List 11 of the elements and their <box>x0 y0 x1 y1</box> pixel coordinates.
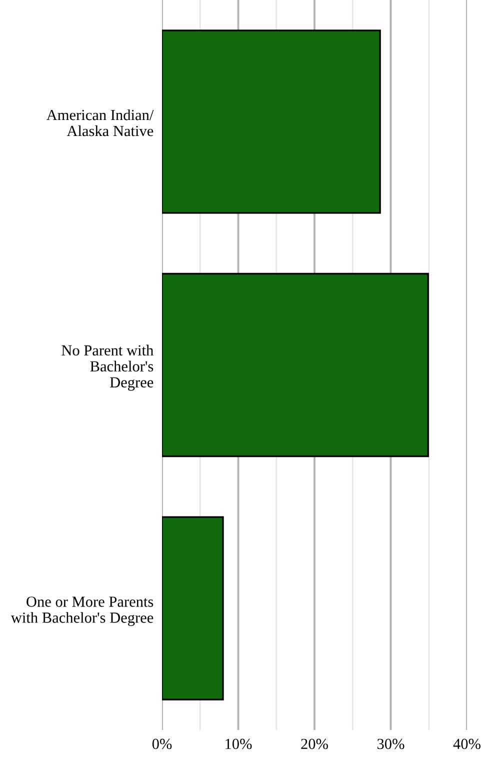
y-tick-label: No Parent with Bachelor's Degree <box>62 344 154 391</box>
bar <box>162 516 224 700</box>
bar <box>162 272 429 458</box>
x-tick-label: 10% <box>226 738 252 750</box>
y-tick-label: American Indian/ Alaska Native <box>46 109 154 136</box>
bar <box>162 30 381 214</box>
x-tick-label: 20% <box>301 738 328 750</box>
x-tick-label: 0% <box>152 738 172 750</box>
x-tick-label: 40% <box>453 738 480 750</box>
x-tick-label: 30% <box>377 738 404 750</box>
y-tick-label: One or More Parents with Bachelor's Degree <box>10 596 154 626</box>
